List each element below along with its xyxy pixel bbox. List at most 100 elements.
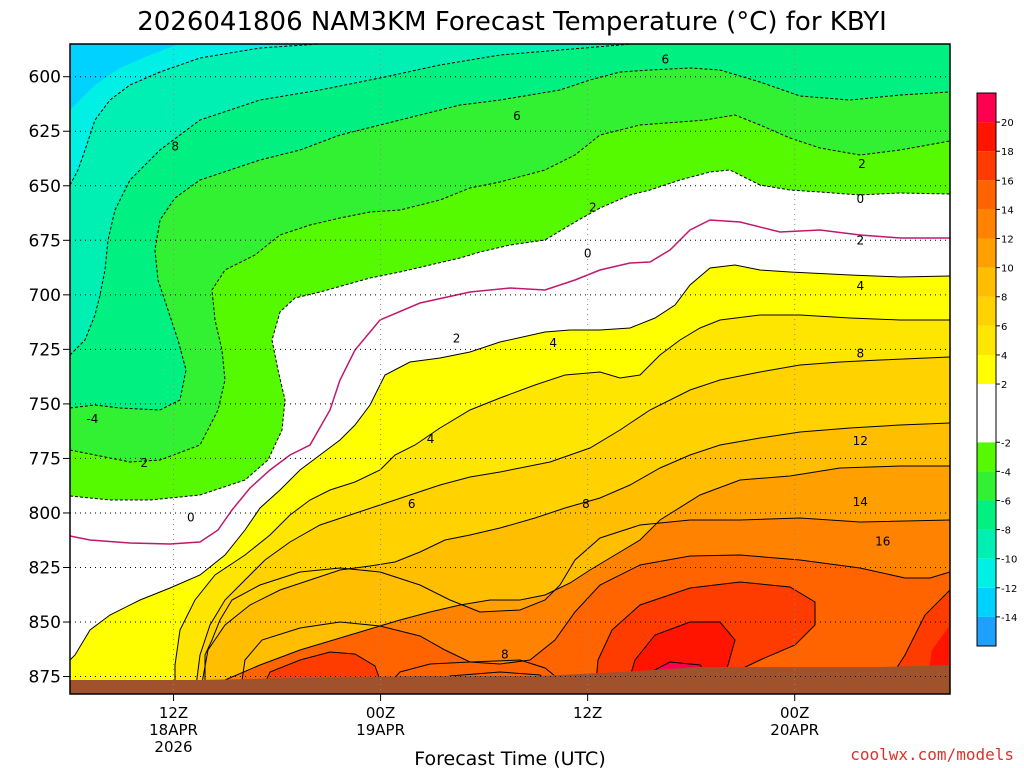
y-tick-label: 700 <box>29 286 61 306</box>
contour-label: 6 <box>513 109 521 123</box>
colorbar: -14 -12 -10 -8 -6 -4 -2 2 4 6 8 10 12 14 16 18 20 <box>976 92 1017 647</box>
colorbar-bin <box>977 558 996 588</box>
colorbar-label: 10 <box>1001 264 1014 275</box>
y-tick-label: 825 <box>29 558 61 578</box>
contour-cold-e <box>70 169 950 501</box>
contour-label: 0 <box>187 510 195 524</box>
contour-label: 6 <box>408 497 416 511</box>
y-tick-label: 850 <box>29 613 61 633</box>
credit-text: coolwx.com/models <box>850 745 1014 764</box>
colorbar-bin <box>977 616 996 646</box>
y-tick-label: 725 <box>29 340 61 360</box>
colorbar-bin <box>977 180 996 210</box>
x-tick-label: 00Z <box>366 704 395 722</box>
contour-warm-4 <box>174 314 950 694</box>
band-cyan-m14 <box>70 44 180 110</box>
plot-frame <box>69 43 951 695</box>
colorbar-bin <box>977 354 996 385</box>
contour-label-bg <box>996 632 1014 646</box>
colorbar-label: -6 <box>1001 496 1011 507</box>
contour-warm-6 <box>194 356 950 694</box>
contour-label: 4 <box>856 279 864 293</box>
contour-cold-d <box>70 114 950 463</box>
x-tick-label: 00Z <box>780 704 809 722</box>
colorbar-bin <box>977 93 996 123</box>
colorbar-label: -12 <box>1001 584 1017 595</box>
ground <box>70 665 950 694</box>
colorbar-label: 6 <box>1001 322 1007 333</box>
y-tick-label: 875 <box>29 668 61 688</box>
contour-label: 4 <box>549 336 557 350</box>
contour-label: 12 <box>853 434 868 448</box>
colorbar-label: 18 <box>1001 147 1014 158</box>
colorbar-label: 8 <box>1001 293 1007 304</box>
contour-label: 0 <box>584 246 592 260</box>
y-tick-label: 600 <box>29 68 61 88</box>
chart-title: 2026041806 NAM3KM Forecast Temperature (… <box>137 7 887 37</box>
colorbar-label: -2 <box>1001 438 1011 449</box>
colorbar-frame <box>976 92 997 647</box>
x-tick-label: 12Z <box>573 704 602 722</box>
y-tick-label: 675 <box>29 231 61 251</box>
contour-zero <box>70 219 950 545</box>
colorbar-bin <box>977 442 996 472</box>
colorbar-label: 20 <box>1001 118 1014 129</box>
contour-label: 8 <box>501 648 509 662</box>
colorbar-label: 14 <box>1001 205 1014 216</box>
contour-label: 2 <box>856 233 864 247</box>
contour-label: 12 <box>998 632 1013 646</box>
y-tick-label: 775 <box>29 449 61 469</box>
contour-label: 2 <box>453 331 461 345</box>
contour-label: 0 <box>856 192 864 206</box>
colorbar-bin <box>977 267 996 297</box>
contour-cold-c <box>70 67 950 411</box>
colorbar-label: 4 <box>1001 351 1007 362</box>
contour-label: 14 <box>853 495 868 509</box>
colorbar-label: 16 <box>1001 176 1014 187</box>
y-tick-label: 625 <box>29 122 61 142</box>
grid-lines <box>70 44 950 694</box>
contour-warm-10 <box>204 465 950 694</box>
contour-label: 16 <box>875 534 890 548</box>
contour-lines <box>70 44 950 694</box>
band-teal-m12 <box>70 44 320 185</box>
colorbar-label: -10 <box>1001 555 1017 566</box>
x-tick-label: 18APR <box>149 721 198 739</box>
colorbar-bin <box>977 471 996 501</box>
y-tick-label: 800 <box>29 504 61 524</box>
contour-label: 4 <box>427 432 435 446</box>
contour-label: 6 <box>661 52 669 66</box>
colorbar-label: -4 <box>1001 467 1011 478</box>
colorbar-label: 12 <box>1001 235 1014 246</box>
x-tick-label: 2026 <box>154 738 192 756</box>
contour-warm-16b <box>594 581 816 694</box>
colorbar-bin <box>977 151 996 181</box>
contour-label: 8 <box>856 347 864 361</box>
colorbar-bin <box>977 296 996 326</box>
contour-label: -4 <box>86 412 98 426</box>
colorbar-bin <box>977 587 996 617</box>
x-tick-label: 19APR <box>356 721 405 739</box>
x-tick-label: 12Z <box>159 704 188 722</box>
contour-warm-14 <box>239 554 950 694</box>
y-tick-label: 650 <box>29 177 61 197</box>
contour-warm-8 <box>199 422 950 694</box>
y-axis: 600 625 650 675 700 725 750 775 800 825 850 875 <box>29 68 70 688</box>
x-axis-label: Forecast Time (UTC) <box>414 748 605 768</box>
contour-warm-2 <box>70 264 950 661</box>
colorbar-bin <box>977 384 996 443</box>
colorbar-bin <box>977 122 996 152</box>
contour-label: 8 <box>171 140 179 154</box>
colorbar-bin <box>977 209 996 239</box>
x-tick-label: 20APR <box>770 721 819 739</box>
contour-cold-b <box>70 44 638 356</box>
y-tick-label: 750 <box>29 395 61 415</box>
colorbar-label: -14 <box>1001 613 1017 624</box>
contour-label: 8 <box>582 497 590 511</box>
colorbar-bin <box>977 325 996 355</box>
colorbar-bin <box>977 238 996 268</box>
contour-warm-12 <box>204 517 950 694</box>
